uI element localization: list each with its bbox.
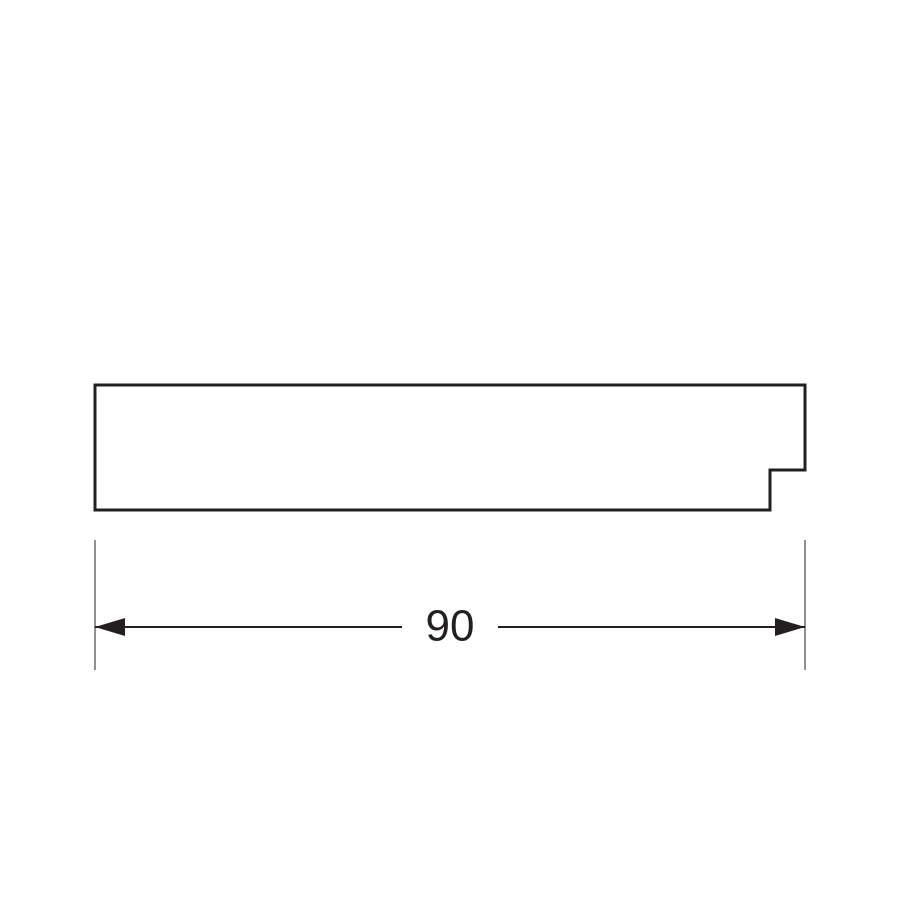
arrowhead-right-icon bbox=[775, 618, 805, 636]
dimension-value: 90 bbox=[426, 602, 475, 651]
arrowhead-left-icon bbox=[95, 618, 125, 636]
profile-outline bbox=[95, 385, 805, 510]
